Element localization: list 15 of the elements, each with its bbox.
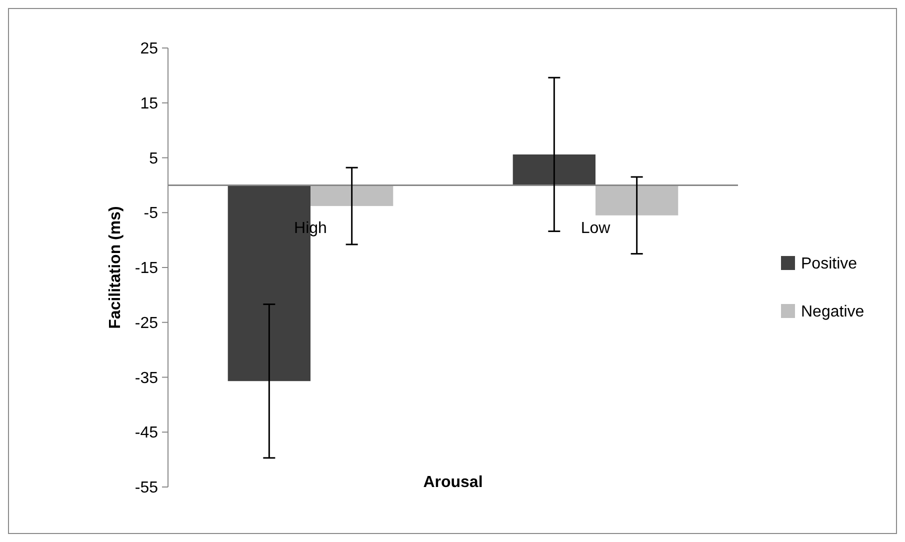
y-tick-label: -25 [134, 314, 158, 332]
x-axis-title: Arousal [423, 474, 483, 491]
legend-label: Negative [801, 304, 864, 321]
x-tick-label: Low [580, 220, 611, 238]
legend-label: Positive [801, 256, 858, 273]
y-tick-label: -35 [134, 370, 158, 387]
y-tick-label: -45 [134, 424, 158, 442]
y-tick-label: -55 [134, 480, 158, 497]
y-tick-label: 5 [149, 150, 158, 168]
y-tick-label: -5 [144, 205, 158, 222]
y-tick-label: -15 [134, 260, 158, 278]
y-tick-label: 25 [140, 40, 158, 58]
x-tick-label: High [294, 220, 327, 238]
y-axis-title: Facilitation (ms) [107, 206, 124, 329]
y-tick-label: 15 [140, 95, 158, 112]
